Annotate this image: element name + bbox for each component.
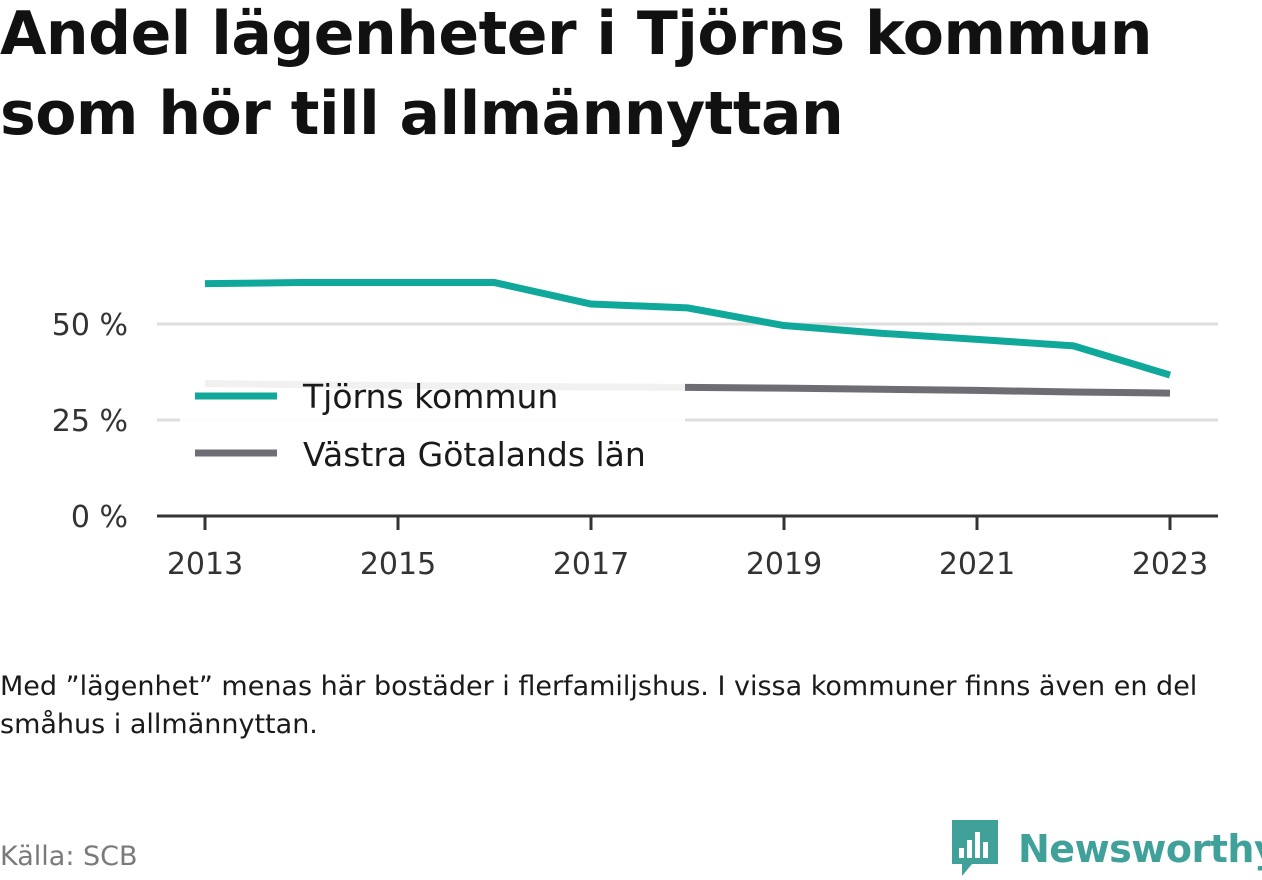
chart-note: Med ”lägenhet” menas här bostäder i fler… bbox=[0, 668, 1230, 744]
x-tick-label-2015: 2015 bbox=[360, 547, 436, 582]
legend-label-vastra-gotaland: Västra Götalands län bbox=[303, 435, 646, 474]
x-tick-label-2019: 2019 bbox=[746, 547, 822, 582]
line-chart: Tjörns kommun Västra Götalands län 0 % 25… bbox=[0, 0, 1262, 650]
logo-text: Newsworthy bbox=[1018, 827, 1262, 871]
series-line-0 bbox=[205, 283, 1170, 376]
x-tick-label-2013: 2013 bbox=[167, 547, 243, 582]
newsworthy-logo: Newsworthy bbox=[950, 818, 1262, 880]
y-tick-label-25: 25 % bbox=[52, 404, 128, 439]
y-tick-label-0: 0 % bbox=[71, 500, 128, 535]
source-label: Källa: SCB bbox=[0, 838, 138, 876]
x-tick-label-2021: 2021 bbox=[939, 547, 1015, 582]
bar-chart-speech-bubble-icon bbox=[950, 818, 1000, 880]
y-tick-label-50: 50 % bbox=[52, 308, 128, 343]
legend-label-tjorn: Tjörns kommun bbox=[302, 377, 558, 416]
x-tick-label-2023: 2023 bbox=[1132, 547, 1208, 582]
x-tick-label-2017: 2017 bbox=[553, 547, 629, 582]
legend: Tjörns kommun Västra Götalands län bbox=[180, 372, 685, 485]
